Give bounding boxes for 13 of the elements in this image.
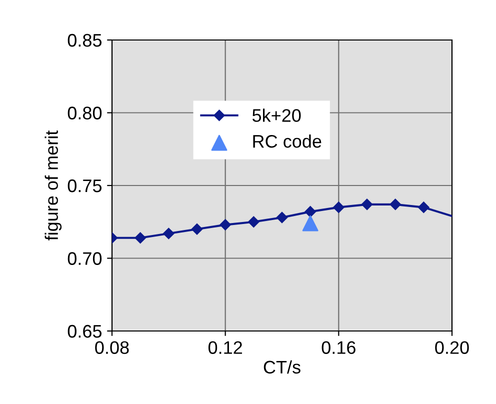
- x-tick-label: 0.12: [208, 341, 242, 354]
- x-tick-label: 0.08: [95, 341, 129, 354]
- legend-label: 5k+20: [252, 108, 301, 122]
- y-axis-title: figure of merit: [44, 130, 62, 240]
- x-tick-label: 0.16: [322, 341, 356, 354]
- y-tick-label: 0.85: [68, 34, 102, 47]
- legend-label: RC code: [253, 134, 322, 148]
- y-tick-label: 0.65: [68, 324, 102, 338]
- x-axis-title: CT/s: [264, 360, 300, 374]
- x-tick-label: 0.20: [435, 341, 469, 354]
- y-tick-label: 0.80: [68, 106, 102, 120]
- y-tick-label: 0.75: [68, 179, 102, 192]
- y-tick-label: 0.70: [68, 252, 102, 265]
